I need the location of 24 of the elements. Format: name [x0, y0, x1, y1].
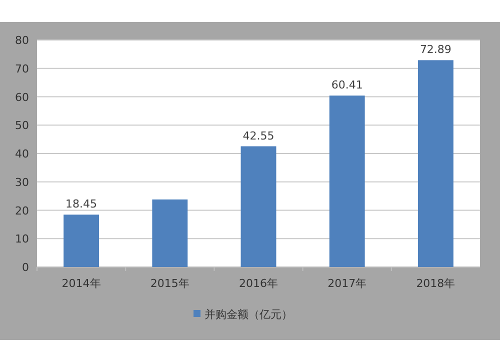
- bar: [329, 96, 365, 267]
- x-tick-label: 2016年: [239, 277, 278, 290]
- x-tick-label: 2018年: [416, 277, 456, 290]
- x-tick-label: 2017年: [328, 277, 367, 290]
- y-tick-label: 40: [15, 148, 29, 160]
- data-label: 18.45: [66, 198, 98, 211]
- bar: [152, 199, 188, 267]
- y-tick-label: 20: [15, 204, 29, 218]
- legend-label: 并购金额（亿元）: [204, 308, 292, 321]
- x-tick-label: 2014年: [62, 277, 101, 290]
- bar: [418, 60, 454, 267]
- y-tick-label: 30: [15, 176, 29, 189]
- data-label: 72.89: [420, 43, 452, 56]
- y-tick-label: 80: [15, 34, 29, 47]
- data-label: 42.55: [242, 129, 274, 142]
- bar: [64, 214, 100, 267]
- y-tick-label: 70: [15, 62, 29, 76]
- y-tick-label: 60: [15, 90, 29, 104]
- bar: [240, 146, 276, 267]
- data-label: 60.41: [331, 78, 363, 92]
- y-tick-label: 0: [22, 261, 29, 274]
- y-tick-label: 50: [15, 119, 29, 132]
- y-tick-label: 10: [15, 232, 29, 246]
- x-tick-label: 2015年: [150, 277, 190, 290]
